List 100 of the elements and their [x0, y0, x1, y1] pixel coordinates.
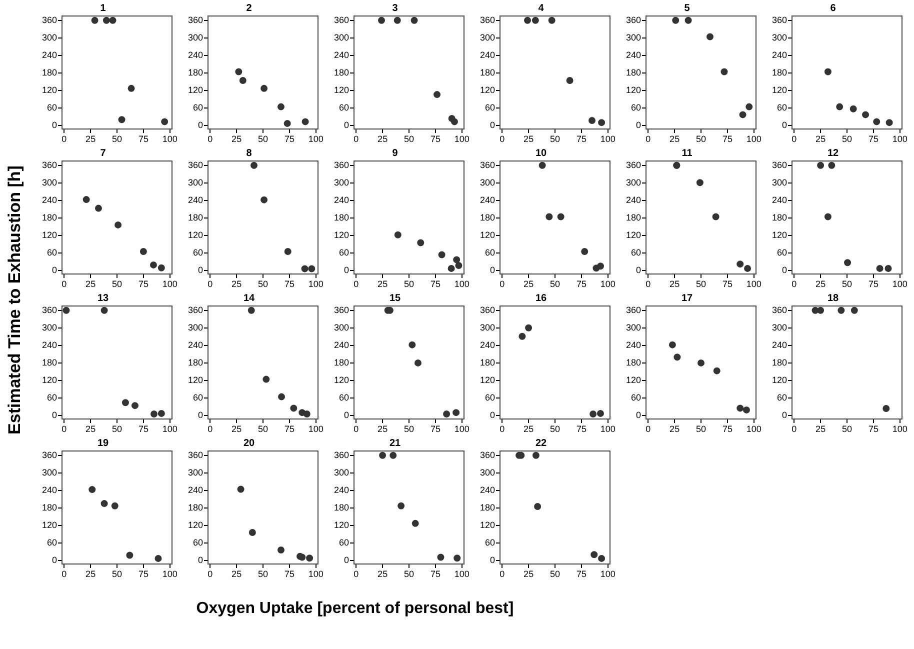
chart-title: 15 — [389, 292, 401, 304]
y-tick-label: 240 — [42, 194, 57, 205]
chart-title: 2 — [246, 2, 252, 14]
y-tick-label: 60 — [46, 392, 57, 402]
y-tick-label: 300 — [334, 32, 349, 42]
x-tick-label: 75 — [576, 134, 586, 144]
x-tick-label: 50 — [258, 568, 268, 579]
chart-title: 17 — [681, 292, 693, 304]
chart-title: 1 — [100, 2, 106, 14]
y-tick-label: 60 — [192, 537, 203, 548]
y-tick-label: 360 — [480, 304, 495, 315]
y-tick-label: 300 — [188, 177, 203, 188]
x-tick-label: 50 — [112, 568, 122, 579]
y-tick-label: 60 — [630, 247, 641, 258]
x-tick-label: 75 — [430, 568, 440, 579]
y-tick-label: 240 — [626, 194, 641, 205]
y-tick-label: 240 — [188, 194, 203, 205]
y-tick-label: 0 — [198, 120, 203, 130]
y-tick-label: 300 — [772, 32, 787, 42]
y-tick-label: 300 — [188, 467, 203, 478]
y-tick-label: 0 — [490, 554, 495, 565]
y-tick-label: 360 — [42, 14, 57, 25]
x-tick-label: 75 — [430, 278, 440, 289]
y-tick-label: 0 — [636, 410, 641, 420]
chart-title: 11 — [682, 148, 693, 159]
y-tick-label: 240 — [42, 340, 57, 350]
x-tick-label: 100 — [454, 278, 470, 289]
y-tick-label: 360 — [626, 304, 641, 315]
y-tick-label: 360 — [334, 14, 349, 25]
y-tick-label: 180 — [626, 357, 641, 368]
x-tick-label: 25 — [524, 278, 534, 289]
y-tick-label: 60 — [338, 102, 349, 112]
y-tick-label: 300 — [626, 322, 641, 332]
y-tick-label: 360 — [334, 304, 349, 315]
x-tick-label: 100 — [600, 134, 616, 144]
x-tick-label: 0 — [646, 424, 651, 434]
x-tick-label: 0 — [500, 424, 505, 434]
y-tick-label: 300 — [626, 177, 641, 188]
y-tick-label: 240 — [334, 484, 349, 495]
x-tick-label: 50 — [550, 278, 560, 289]
x-tick-label: 75 — [576, 568, 586, 579]
x-tick-label: 25 — [232, 134, 242, 144]
y-tick-label: 240 — [772, 194, 787, 205]
chart-title: 4 — [538, 2, 544, 14]
x-tick-label: 0 — [792, 278, 797, 289]
y-tick-label: 180 — [772, 357, 787, 368]
y-tick-label: 0 — [52, 554, 57, 565]
x-tick-label: 100 — [454, 424, 470, 434]
y-tick-label: 120 — [480, 230, 495, 240]
chart-title: 6 — [830, 2, 836, 14]
y-tick-label: 180 — [334, 357, 349, 368]
x-tick-label: 25 — [86, 568, 96, 579]
x-tick-label: 75 — [284, 278, 294, 289]
x-tick-label: 75 — [138, 424, 148, 434]
x-tick-label: 100 — [308, 278, 324, 289]
x-tick-label: 0 — [500, 278, 505, 289]
x-tick-label: 75 — [138, 568, 148, 579]
y-tick-label: 0 — [636, 264, 641, 275]
x-tick-label: 25 — [378, 568, 388, 579]
y-tick-label: 120 — [42, 84, 57, 95]
x-tick-label: 50 — [550, 424, 560, 434]
chart-title: 3 — [392, 2, 398, 14]
y-tick-label: 0 — [198, 264, 203, 275]
x-tick-label: 0 — [354, 134, 359, 144]
y-tick-label: 0 — [782, 410, 787, 420]
x-tick-label: 50 — [258, 278, 268, 289]
y-tick-label: 180 — [188, 212, 203, 222]
x-tick-label: 75 — [430, 424, 440, 434]
y-tick-label: 120 — [334, 374, 349, 385]
y-tick-label: 120 — [334, 84, 349, 95]
y-tick-label: 60 — [484, 247, 495, 258]
x-tick-label: 0 — [208, 568, 213, 579]
y-tick-label: 180 — [480, 212, 495, 222]
y-tick-label: 300 — [42, 32, 57, 42]
x-tick-label: 75 — [722, 134, 732, 144]
x-tick-label: 75 — [868, 134, 878, 144]
x-tick-label: 0 — [62, 134, 67, 144]
y-tick-label: 120 — [188, 520, 203, 530]
x-tick-label: 25 — [816, 424, 826, 434]
x-tick-label: 75 — [868, 278, 878, 289]
x-tick-label: 50 — [696, 134, 706, 144]
x-tick-label: 50 — [404, 424, 414, 434]
x-tick-label: 50 — [404, 278, 414, 289]
y-tick-label: 0 — [52, 264, 57, 275]
x-tick-label: 100 — [600, 278, 616, 289]
x-tick-label: 0 — [500, 134, 505, 144]
y-tick-label: 0 — [490, 410, 495, 420]
x-tick-label: 50 — [112, 424, 122, 434]
y-tick-label: 0 — [198, 410, 203, 420]
y-tick-label: 180 — [480, 357, 495, 368]
chart-title: 22 — [535, 438, 547, 449]
y-tick-label: 180 — [772, 67, 787, 78]
chart-title: 14 — [243, 292, 255, 304]
y-tick-label: 360 — [772, 14, 787, 25]
chart-title: 20 — [243, 438, 255, 449]
y-tick-label: 240 — [188, 340, 203, 350]
x-tick-label: 75 — [722, 424, 732, 434]
y-tick-label: 240 — [334, 194, 349, 205]
y-tick-label: 240 — [188, 50, 203, 60]
x-tick-label: 100 — [600, 568, 616, 579]
